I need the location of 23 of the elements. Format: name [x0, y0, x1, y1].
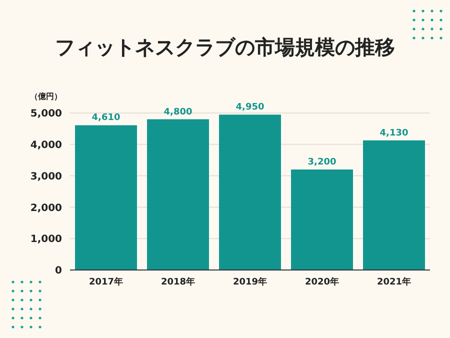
y-tick-label: 0	[55, 266, 62, 277]
bar	[291, 170, 353, 270]
data-label: 4,610	[92, 113, 120, 124]
y-tick-label: 1,000	[30, 234, 62, 246]
y-tick-label: 5,000	[30, 108, 62, 120]
bar	[219, 114, 281, 270]
bar	[147, 119, 209, 270]
data-label: 3,200	[308, 158, 336, 168]
bar	[363, 140, 425, 270]
x-tick-label: 2017年	[88, 276, 124, 288]
data-label: 4,130	[380, 128, 408, 138]
x-tick-label: 2020年	[304, 276, 340, 288]
y-tick-label: 4,000	[30, 140, 62, 151]
data-label: 4,950	[236, 102, 264, 113]
y-tick-label: 2,000	[30, 202, 62, 214]
chart-title: フィットネスクラブの市場規模の推移	[54, 34, 396, 61]
y-axis-title: （億円）	[30, 91, 62, 102]
y-tick-label: 3,000	[30, 171, 62, 182]
x-tick-label: 2021年	[376, 276, 412, 288]
data-label: 4,800	[164, 107, 192, 118]
bar	[75, 125, 137, 270]
x-tick-label: 2018年	[160, 276, 196, 288]
x-tick-label: 2019年	[232, 276, 268, 288]
